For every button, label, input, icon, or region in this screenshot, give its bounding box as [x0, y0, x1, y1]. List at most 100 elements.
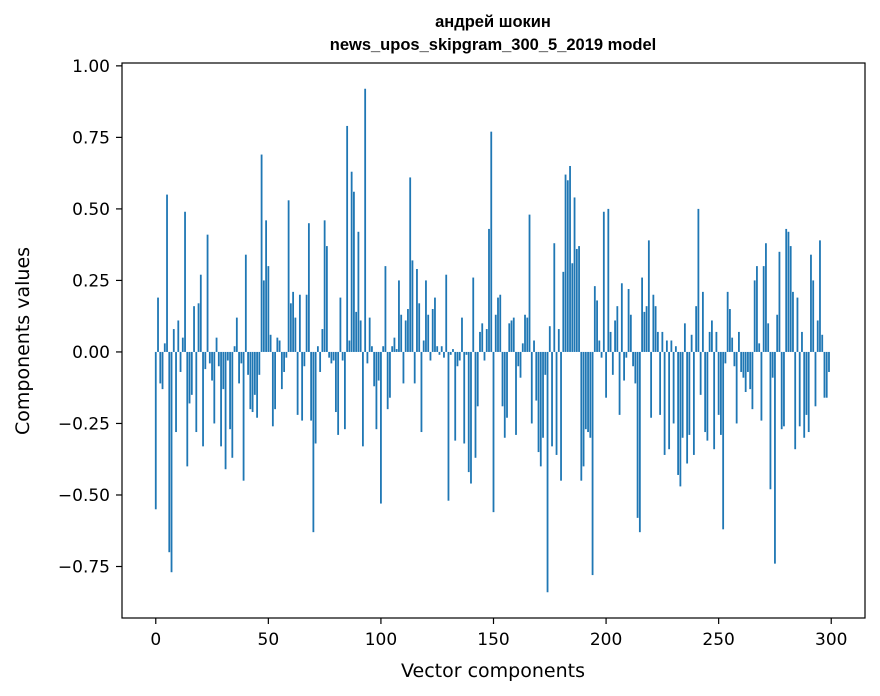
bar	[508, 323, 511, 352]
bar	[618, 351, 621, 415]
bar	[172, 329, 175, 352]
bar	[348, 340, 351, 352]
bar	[584, 351, 587, 430]
bar	[729, 309, 731, 352]
bar	[553, 243, 556, 352]
bar	[571, 263, 574, 352]
bar	[262, 280, 265, 352]
y-tick-label: −0.75	[58, 558, 110, 578]
bar	[742, 351, 745, 378]
y-tick-label: 0.50	[72, 200, 110, 220]
bar	[765, 243, 767, 352]
bar	[443, 351, 445, 358]
bar	[294, 317, 297, 352]
bar	[636, 351, 639, 518]
bar	[602, 211, 605, 352]
bar	[249, 351, 252, 410]
bar	[537, 351, 540, 453]
bar	[199, 274, 202, 352]
bar	[229, 351, 231, 430]
bar	[530, 351, 533, 424]
bar	[731, 337, 734, 352]
bar	[794, 351, 797, 450]
bar	[503, 351, 506, 438]
bar	[627, 289, 630, 352]
bar	[787, 231, 790, 352]
bar	[159, 351, 162, 384]
x-tick-label: 250	[702, 630, 734, 650]
x-tick-label: 100	[365, 630, 397, 650]
bar	[672, 351, 675, 424]
bar	[546, 351, 549, 593]
y-tick-label: 0.00	[72, 343, 110, 363]
bar	[681, 351, 684, 438]
bar	[222, 351, 225, 390]
bar	[697, 208, 700, 352]
bar	[177, 320, 180, 352]
bar	[195, 351, 198, 433]
bar	[175, 351, 177, 433]
bar	[359, 320, 362, 352]
bar	[706, 351, 709, 441]
bar	[575, 248, 578, 352]
bar	[611, 351, 614, 375]
bar	[452, 349, 454, 352]
bar	[785, 228, 788, 352]
bar	[217, 351, 220, 367]
bar	[154, 351, 157, 510]
bar	[368, 317, 371, 352]
bar	[307, 223, 310, 352]
bar	[400, 314, 403, 352]
bar	[353, 191, 355, 352]
bar	[260, 154, 263, 352]
bar	[463, 351, 466, 444]
bar	[202, 351, 204, 447]
bar	[656, 331, 659, 352]
bar	[323, 220, 326, 352]
bar	[654, 306, 657, 352]
bars-group	[154, 88, 830, 593]
bar	[425, 280, 427, 352]
bar	[778, 251, 781, 352]
bar	[476, 351, 479, 407]
bar	[371, 346, 373, 352]
bar	[823, 351, 826, 398]
bar	[771, 351, 774, 378]
bar	[181, 337, 184, 352]
bar	[762, 266, 765, 352]
bar	[206, 234, 209, 352]
bar	[528, 214, 531, 352]
bar	[346, 125, 349, 352]
bar	[409, 177, 412, 352]
bar	[519, 351, 522, 378]
bar	[609, 331, 612, 352]
bar	[825, 351, 828, 398]
bar	[404, 320, 407, 352]
y-tick-label: 0.25	[72, 271, 110, 291]
bar	[758, 343, 761, 352]
bar	[821, 334, 824, 352]
bar	[224, 351, 227, 470]
bar	[692, 351, 695, 455]
y-axis-ticks: −0.75 −0.50 −0.25 0.00 0.25 0.50 0.75 1.00	[58, 57, 122, 578]
bar	[449, 351, 452, 355]
bar	[235, 317, 238, 352]
bar	[526, 317, 529, 352]
bar	[645, 306, 648, 352]
bar	[312, 351, 315, 533]
bar	[524, 314, 526, 352]
bar	[578, 246, 580, 352]
y-tick-label: −0.25	[58, 414, 110, 434]
bar	[695, 306, 698, 352]
bar	[542, 351, 544, 438]
bar	[501, 351, 504, 407]
bar	[407, 309, 409, 352]
x-tick-label: 50	[258, 630, 280, 650]
bar	[798, 351, 801, 427]
bar	[398, 280, 400, 352]
bar	[596, 300, 598, 352]
bar	[220, 351, 222, 447]
bar	[188, 351, 191, 404]
bar	[632, 351, 634, 367]
bar	[364, 88, 367, 352]
